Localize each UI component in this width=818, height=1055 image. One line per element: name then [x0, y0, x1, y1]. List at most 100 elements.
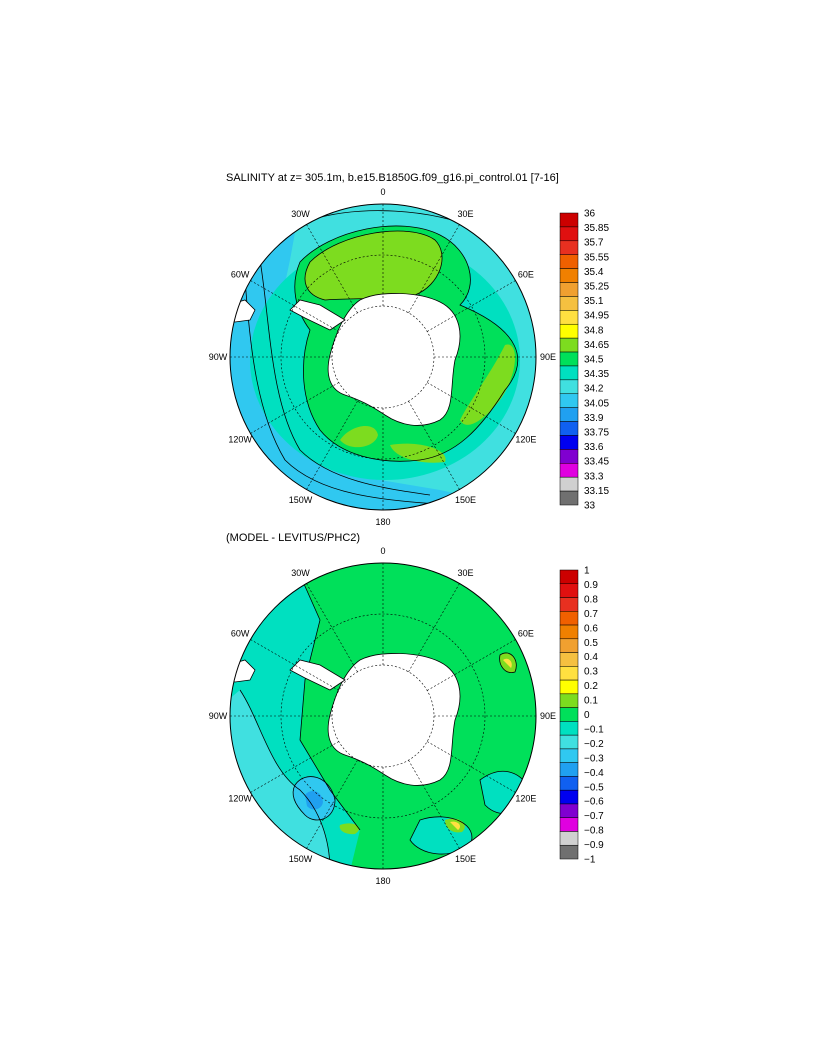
- map-border: [229, 203, 537, 511]
- colorbar-swatch: [559, 817, 579, 832]
- colorbar-swatch: [559, 666, 579, 681]
- colorbar-swatch: [559, 569, 579, 585]
- meridian-line: [250, 280, 339, 332]
- salinity-polar-map: 0 30E 60E 90E 120E 150E 180 150W 120W 90W 60W 30W: [209, 187, 556, 527]
- colorbar-swatch: [559, 226, 579, 242]
- colorbar-label: 33.45: [584, 457, 609, 468]
- colorbar-swatch: [559, 776, 579, 791]
- bottom-panel-title: (MODEL - LEVITUS/PHC2): [226, 532, 361, 544]
- colorbar-label: −0.1: [584, 724, 604, 735]
- meridian-line: [250, 382, 339, 434]
- colorbar-label: 35.4: [584, 267, 604, 278]
- longitude-label: 180: [375, 517, 390, 527]
- colorbar-swatch: [559, 240, 579, 255]
- colorbar-swatch: [559, 449, 579, 464]
- colorbar-swatch: [559, 268, 579, 283]
- colorbar-swatch: [559, 597, 579, 612]
- colorbar-swatch: [559, 393, 579, 408]
- colorbar-label: 0.5: [584, 638, 598, 649]
- south-atlantic-high-patch: [305, 231, 443, 300]
- colorbar-label: 35.25: [584, 282, 609, 293]
- colorbar-label: 0.3: [584, 667, 598, 678]
- colorbar-swatch: [559, 282, 579, 297]
- colorbar-swatch: [559, 624, 579, 640]
- meridian-line: [408, 224, 460, 313]
- colorbar-label: −0.6: [584, 797, 604, 808]
- colorbar-swatch: [559, 638, 579, 653]
- difference-colorbar: 1 0.9 0.8 0.7 0.6 0.5 0.4 0.3 0.2 0.1 0 −0.1 −0.2 −0.…: [559, 566, 604, 866]
- meridian-line: [306, 224, 358, 313]
- colorbar-swatch: [559, 721, 579, 736]
- longitude-label: 30E: [457, 209, 473, 219]
- meridian-line: [408, 760, 460, 849]
- diff-contour-lines: [239, 574, 531, 869]
- longitude-label: 90W: [209, 352, 228, 362]
- colorbar-label: 35.1: [584, 296, 604, 307]
- colorbar-swatch: [559, 734, 579, 750]
- colorbar-label: −0.3: [584, 753, 604, 764]
- meridian-line: [250, 639, 339, 691]
- colorbar-label: 33.75: [584, 428, 609, 439]
- colorbar-label: 0.1: [584, 696, 598, 707]
- longitude-label: 60E: [518, 270, 534, 280]
- colorbar-label: 0.8: [584, 594, 598, 605]
- difference-polar-map: 0 30E 60E 90E 120E 150E 180 150W 120W 90W 60W 30W: [209, 546, 556, 886]
- longitude-label: 150W: [289, 854, 313, 864]
- antarctica-continent-diff: [327, 653, 461, 786]
- meridian-line: [250, 741, 339, 793]
- longitude-label: 150E: [455, 495, 476, 505]
- colorbar-swatch: [559, 652, 579, 667]
- colorbar-label: 0.6: [584, 623, 598, 634]
- meridian-line: [306, 583, 358, 672]
- longitude-label: 30E: [457, 568, 473, 578]
- longitude-label: 30W: [291, 209, 310, 219]
- colorbar-swatch: [559, 379, 579, 395]
- colorbar-swatch: [559, 296, 579, 311]
- longitude-label: 60W: [231, 629, 250, 639]
- colorbar-swatch: [559, 693, 579, 708]
- colorbar-swatch: [559, 407, 579, 422]
- meridian-line: [427, 741, 516, 793]
- colorbar-label: 34.35: [584, 369, 609, 380]
- longitude-label: 60W: [231, 270, 250, 280]
- colorbar-label: 33: [584, 501, 596, 512]
- longitude-label: 90E: [540, 711, 556, 721]
- top-panel-title: SALINITY at z= 305.1m, b.e15.B1850G.f09_…: [226, 172, 559, 184]
- longitude-label: 0: [380, 546, 385, 556]
- meridian-line: [408, 401, 460, 490]
- colorbar-swatch: [559, 337, 579, 353]
- graticule-diff: [230, 563, 536, 869]
- colorbar-label: −0.2: [584, 739, 604, 750]
- longitude-label: 30W: [291, 568, 310, 578]
- colorbar-swatch: [559, 212, 579, 228]
- colorbar-swatch: [559, 762, 579, 777]
- meridian-line: [306, 401, 358, 490]
- longitude-label: 120E: [515, 794, 536, 804]
- colorbar-label: 35.7: [584, 238, 604, 249]
- colorbar-label: 0.7: [584, 609, 598, 620]
- meridian-line: [427, 382, 516, 434]
- longitude-label: 120E: [515, 435, 536, 445]
- colorbar-swatch: [559, 490, 579, 506]
- colorbar-swatch: [559, 421, 579, 436]
- longitude-label: 150W: [289, 495, 313, 505]
- antarctic-peninsula: [289, 299, 346, 331]
- colorbar-swatch: [559, 831, 579, 846]
- colorbar-label: 35.55: [584, 252, 609, 263]
- longitude-label: 150E: [455, 854, 476, 864]
- yellow-patch-60e: [503, 658, 512, 668]
- colorbar-swatch: [559, 365, 579, 381]
- colorbar-label: 33.6: [584, 442, 604, 453]
- colorbar-label: 33.3: [584, 471, 604, 482]
- yellow-patch-150e: [450, 821, 461, 830]
- colorbar-swatch: [559, 476, 579, 492]
- graticule: [230, 204, 536, 510]
- colorbar-swatch: [559, 435, 579, 450]
- antarctica-continent: [327, 293, 461, 426]
- colorbar-label: 34.5: [584, 355, 604, 366]
- colorbar-swatch: [559, 803, 579, 818]
- colorbar-label: 34.65: [584, 340, 609, 351]
- colorbar-label: 0.9: [584, 580, 598, 591]
- ross-sea-patch: [340, 425, 378, 448]
